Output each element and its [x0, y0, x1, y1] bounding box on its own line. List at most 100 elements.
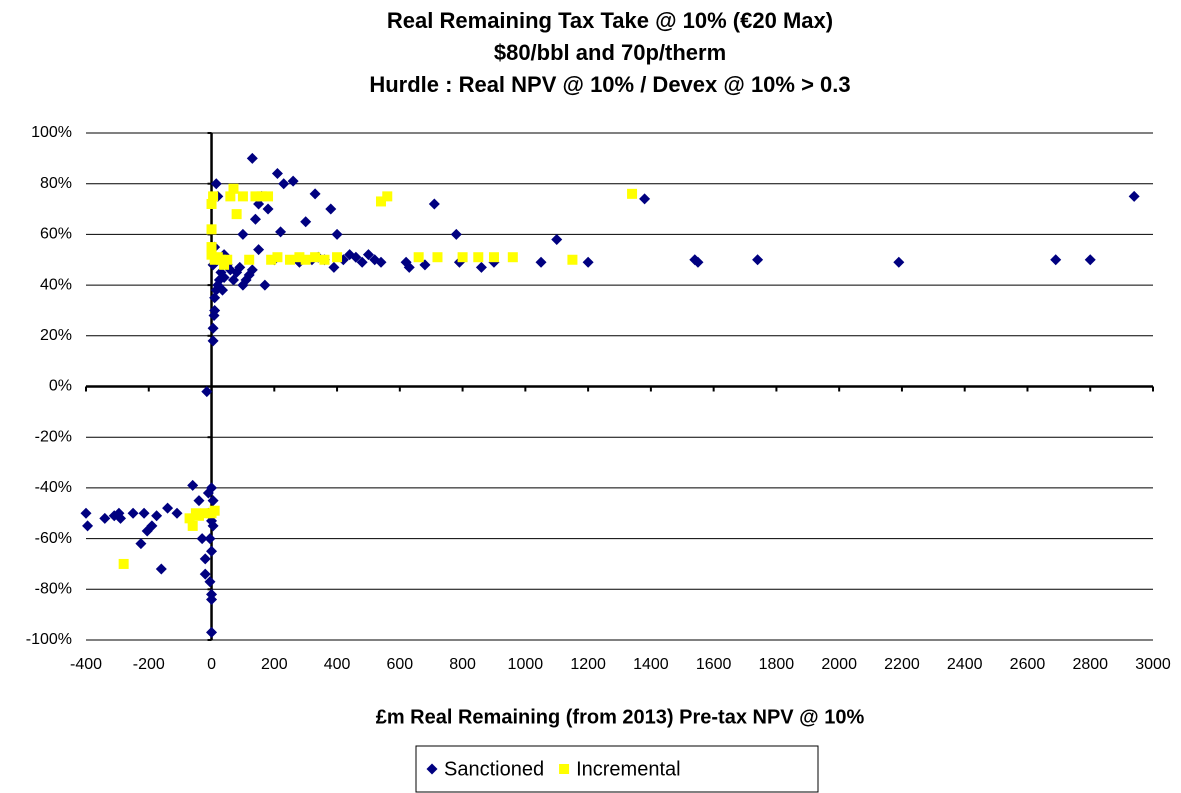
x-tick-label: 2800: [1072, 656, 1108, 673]
point: [231, 209, 242, 220]
point: [331, 228, 343, 240]
point: [246, 264, 258, 276]
point: [428, 198, 440, 210]
point: [287, 175, 299, 187]
point: [551, 233, 563, 245]
point: [162, 502, 174, 514]
point: [138, 507, 150, 519]
point: [184, 513, 195, 524]
point: [99, 512, 111, 524]
point: [639, 193, 651, 205]
point: [155, 563, 167, 575]
legend-marker: [426, 763, 438, 775]
point: [382, 191, 393, 202]
point: [219, 259, 230, 270]
point: [356, 256, 368, 268]
point: [206, 482, 218, 494]
x-tick-label: 0: [207, 656, 216, 673]
y-tick-label: -80%: [35, 581, 72, 598]
point: [206, 593, 218, 605]
point: [325, 203, 337, 215]
x-tick-label: 1000: [508, 656, 544, 673]
point: [1050, 254, 1062, 266]
point: [294, 252, 305, 263]
point: [210, 178, 222, 190]
x-tick-label: 1400: [633, 656, 669, 673]
point: [187, 479, 199, 491]
point: [450, 228, 462, 240]
point: [752, 254, 764, 266]
point: [207, 495, 219, 507]
x-tick-label: 2600: [1010, 656, 1046, 673]
point: [249, 213, 261, 225]
point: [222, 254, 233, 265]
y-tick-label: 20%: [40, 327, 72, 344]
point: [193, 510, 204, 521]
point: [237, 228, 249, 240]
point: [253, 244, 265, 256]
point: [199, 568, 211, 580]
y-tick-label: 60%: [40, 226, 72, 243]
point: [244, 254, 255, 265]
point: [507, 252, 518, 263]
point: [627, 188, 638, 199]
point: [206, 224, 217, 235]
point: [1084, 254, 1096, 266]
point: [432, 252, 443, 263]
point: [250, 191, 261, 202]
point: [215, 254, 226, 265]
point: [187, 520, 198, 531]
point: [362, 249, 374, 261]
point: [893, 256, 905, 268]
point: [193, 495, 205, 507]
point: [263, 191, 274, 202]
point: [272, 252, 283, 263]
y-tick-label: 100%: [31, 124, 72, 141]
point: [266, 254, 277, 265]
point: [204, 576, 216, 588]
point: [457, 252, 468, 263]
point: [350, 251, 362, 263]
y-tick-label: -100%: [26, 631, 72, 648]
y-tick-label: -60%: [35, 530, 72, 547]
point: [309, 188, 321, 200]
point: [692, 256, 704, 268]
point: [204, 533, 216, 545]
point: [284, 254, 295, 265]
point: [171, 507, 183, 519]
point: [278, 178, 290, 190]
point: [115, 512, 127, 524]
point: [582, 256, 594, 268]
point: [82, 520, 94, 532]
point: [262, 203, 274, 215]
point: [259, 279, 271, 291]
x-tick-label: 400: [324, 656, 351, 673]
point: [207, 322, 219, 334]
point: [473, 252, 484, 263]
point: [375, 256, 387, 268]
point: [206, 249, 217, 260]
point: [332, 252, 343, 263]
point: [201, 386, 213, 398]
point: [200, 508, 211, 519]
point: [80, 507, 92, 519]
y-tick-label: 80%: [40, 175, 72, 192]
y-tick-label: 0%: [49, 378, 72, 395]
point: [209, 304, 221, 316]
point: [310, 252, 321, 263]
point: [488, 252, 499, 263]
point: [567, 254, 578, 265]
point: [207, 520, 219, 532]
point: [206, 626, 218, 638]
point: [275, 226, 287, 238]
x-tick-label: 2000: [821, 656, 857, 673]
x-tick-label: 2400: [947, 656, 983, 673]
point: [246, 152, 258, 164]
point: [475, 261, 487, 273]
point: [535, 256, 547, 268]
point: [206, 242, 217, 253]
legend-label: Incremental: [576, 758, 681, 780]
chart-title: Hurdle : Real NPV @ 10% / Devex @ 10% > …: [369, 72, 850, 97]
point: [199, 553, 211, 565]
